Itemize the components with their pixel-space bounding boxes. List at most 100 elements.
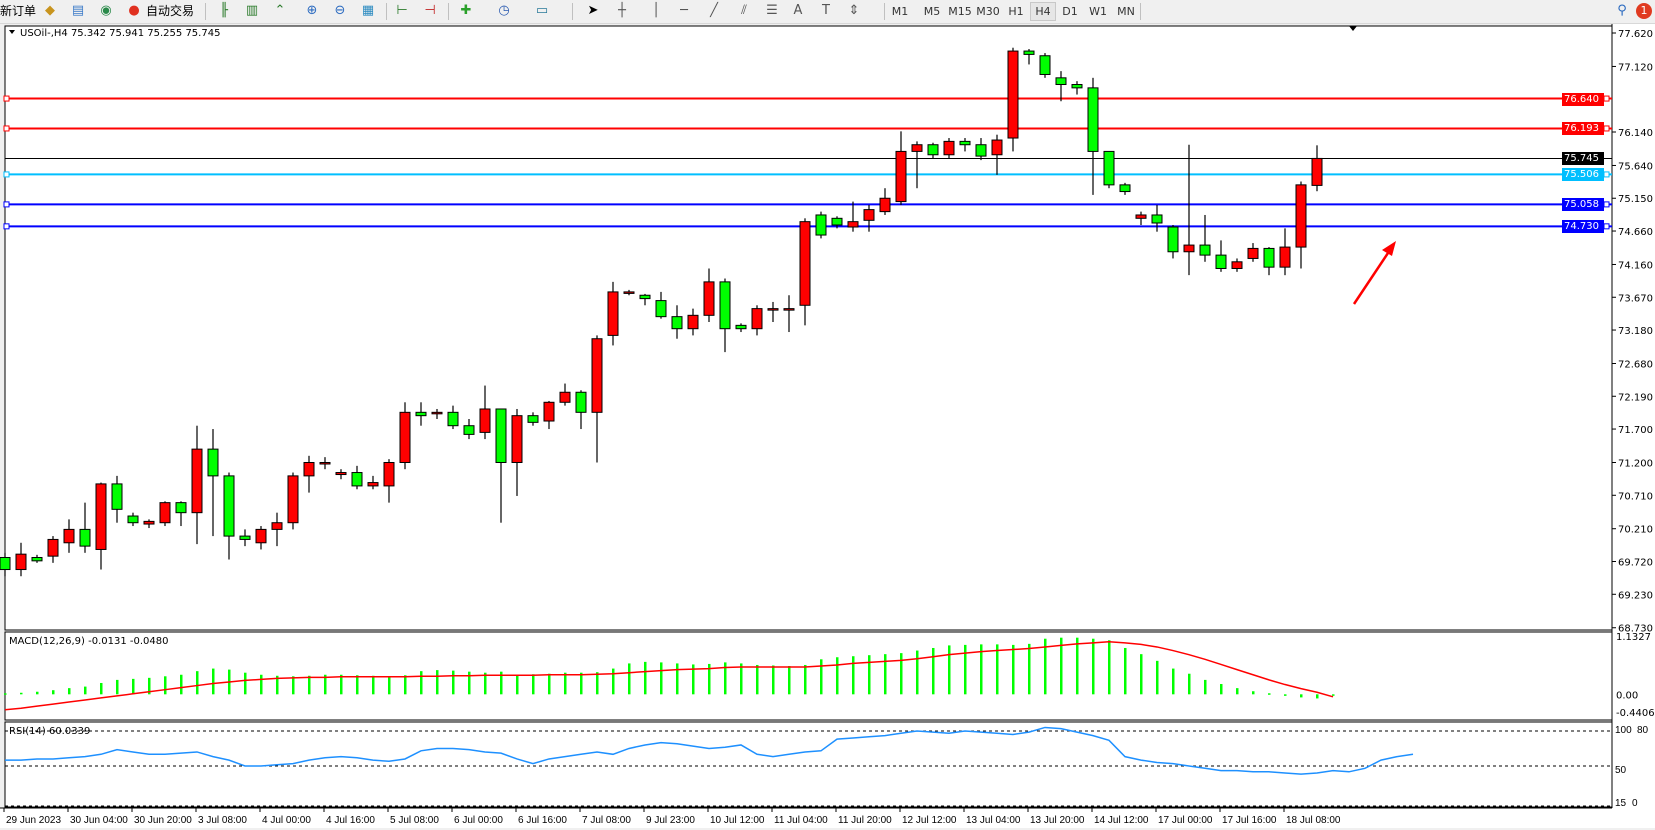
periods-icon[interactable]: ◷ (498, 3, 510, 18)
level-handle[interactable] (3, 201, 10, 208)
text-icon[interactable]: A (793, 3, 803, 18)
candle-body (1247, 247, 1259, 259)
bar-chart-icon[interactable]: ╟ (220, 3, 228, 18)
level-handle[interactable] (3, 95, 10, 102)
arrows-icon[interactable]: ⇕ (848, 3, 860, 18)
macd-label: MACD(12,26,9) -0.0131 -0.0480 (9, 636, 169, 647)
candle-body (607, 291, 619, 336)
level-handle[interactable] (3, 223, 10, 230)
macd-histogram-bar (308, 675, 311, 695)
candle-body (623, 291, 635, 294)
zoom-out-icon[interactable]: ⊖ (334, 3, 346, 18)
notification-badge[interactable]: 1 (1636, 3, 1652, 19)
candle (287, 472, 299, 530)
chart-shift-marker-icon[interactable] (1349, 26, 1357, 31)
collapse-triangle-icon[interactable] (9, 30, 15, 34)
data-window-icon[interactable]: ▤ (71, 3, 85, 18)
macd-histogram-bar (1188, 673, 1191, 695)
macd-histogram-bar (52, 690, 55, 695)
macd-histogram-bar (932, 647, 935, 695)
candle (959, 138, 971, 152)
candle (623, 289, 635, 296)
macd-histogram-bar (68, 688, 71, 695)
candle-body (303, 461, 315, 477)
macd-histogram-bar (1140, 654, 1143, 695)
macd-histogram-bar (84, 686, 87, 695)
cursor-icon[interactable]: ➤ (587, 3, 599, 18)
price-axis[interactable] (1612, 24, 1655, 808)
line-chart-icon[interactable]: ⌃ (274, 3, 286, 18)
level-handle[interactable] (1603, 223, 1610, 230)
candle (399, 402, 411, 470)
macd-histogram-bar (948, 645, 951, 695)
indicators-icon[interactable]: ✚ (460, 3, 472, 18)
time-axis[interactable] (0, 808, 1655, 828)
timeframe-d1[interactable]: D1 (1062, 5, 1078, 18)
price-level-badge: 76.640 (1562, 92, 1604, 106)
timeframe-w1[interactable]: W1 (1089, 5, 1107, 18)
market-watch-icon[interactable]: ◆ (45, 3, 55, 18)
candle (271, 512, 283, 547)
level-handle[interactable] (1603, 95, 1610, 102)
time-label: 6 Jul 16:00 (518, 815, 567, 826)
price-level-badge: 76.193 (1562, 122, 1604, 136)
macd-histogram-bar (820, 659, 823, 695)
chart-window[interactable]: USOil-,H4 75.342 75.941 75.255 75.745 77.… (0, 24, 1655, 830)
macd-histogram-bar (916, 650, 919, 695)
timeframe-m5[interactable]: M5 (923, 5, 941, 18)
fibonacci-icon[interactable]: ☰ (766, 3, 778, 18)
candle (751, 305, 763, 336)
candlestick-icon[interactable]: ▥ (245, 3, 259, 18)
arrow-head-icon (1382, 241, 1396, 256)
tile-windows-icon[interactable]: ▦ (361, 3, 375, 18)
templates-icon[interactable]: ▭ (535, 3, 549, 18)
macd-histogram-bar (1044, 638, 1047, 695)
macd-histogram-bar (804, 664, 807, 695)
candle (847, 201, 859, 232)
level-handle[interactable] (1603, 171, 1610, 178)
macd-histogram-bar (996, 644, 999, 695)
chart-shift-icon[interactable]: ⊢ (396, 3, 408, 18)
candle (127, 512, 139, 527)
candle (1311, 145, 1323, 192)
zoom-in-icon[interactable]: ⊕ (306, 3, 318, 18)
timeframe-h1[interactable]: H1 (1008, 5, 1024, 18)
candle-body (767, 308, 779, 311)
trendline-icon[interactable]: ╱ (710, 3, 718, 18)
timeframe-m30[interactable]: M30 (976, 5, 1000, 18)
level-handle[interactable] (3, 171, 10, 178)
navigator-icon[interactable]: ◉ (100, 3, 112, 18)
candle-body (815, 214, 827, 236)
timeframe-h4[interactable]: H4 (1030, 2, 1056, 21)
candle (335, 469, 347, 480)
auto-trading-button[interactable]: 自动交易 (146, 4, 195, 18)
candle (671, 305, 683, 339)
candle (1071, 81, 1083, 95)
timeframe-m1[interactable]: M1 (891, 5, 909, 18)
new-order-button[interactable]: 新订单 (0, 4, 37, 18)
candle (607, 281, 619, 346)
candle-body (1199, 244, 1211, 256)
crosshair-icon[interactable]: ┼ (618, 3, 626, 18)
text-label-icon[interactable]: T (822, 3, 830, 18)
horizontal-line-icon[interactable]: ─ (680, 3, 688, 18)
macd-histogram-bar (836, 657, 839, 695)
fibonacci-channel-icon[interactable]: ⫽ (741, 3, 747, 18)
arrow-annotation[interactable] (1352, 249, 1392, 305)
vertical-line-icon[interactable]: │ (652, 3, 660, 18)
timeframe-m15[interactable]: M15 (948, 5, 972, 18)
candle-body (1087, 87, 1099, 152)
autoscroll-icon[interactable]: ⊣ (424, 3, 436, 18)
level-handle[interactable] (3, 125, 10, 132)
candle (975, 138, 987, 161)
candle-body (447, 411, 459, 427)
auto-trading-icon[interactable]: ● (128, 3, 140, 18)
timeframe-mn[interactable]: MN (1117, 5, 1135, 18)
price-tick-label: 76.140 (1618, 128, 1653, 139)
price-level-badge: 74.730 (1562, 220, 1604, 234)
level-handle[interactable] (1603, 201, 1610, 208)
candle-body (143, 520, 155, 525)
time-label: 7 Jul 08:00 (582, 815, 631, 826)
search-icon[interactable]: ⚲ (1617, 3, 1627, 18)
level-handle[interactable] (1603, 125, 1610, 132)
